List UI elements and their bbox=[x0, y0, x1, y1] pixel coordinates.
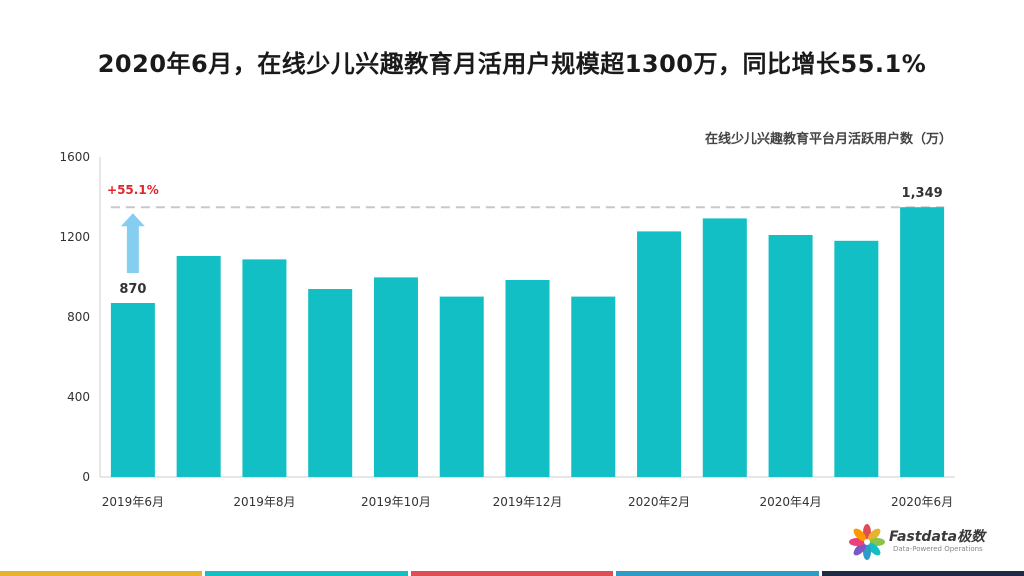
chart-title: 在线少儿兴趣教育平台月活跃用户数（万） bbox=[705, 131, 952, 147]
growth-arrow-icon bbox=[120, 213, 145, 273]
bar bbox=[637, 231, 682, 477]
y-tick-label: 0 bbox=[82, 470, 90, 484]
fastdata-logo: Fastdata极数 Data-Powered Operations bbox=[847, 520, 997, 564]
bar bbox=[768, 235, 813, 477]
x-tick-label: 2020年6月 bbox=[891, 495, 953, 509]
bar bbox=[571, 296, 616, 477]
footer-bar-segment bbox=[205, 571, 408, 576]
x-tick-label: 2020年2月 bbox=[628, 495, 690, 509]
y-tick-label: 1200 bbox=[59, 230, 90, 244]
bar bbox=[308, 289, 353, 477]
bar bbox=[242, 259, 287, 477]
data-label: 870 bbox=[119, 282, 146, 297]
x-tick-label: 2019年6月 bbox=[102, 495, 164, 509]
bar bbox=[373, 277, 418, 477]
bar bbox=[176, 256, 221, 477]
bar bbox=[439, 296, 484, 477]
bar bbox=[702, 218, 747, 477]
bar bbox=[505, 280, 550, 477]
flower-logo-icon bbox=[849, 524, 885, 560]
footer-bar-segment bbox=[616, 571, 819, 576]
x-tick-label: 2019年10月 bbox=[361, 495, 431, 509]
x-tick-label: 2019年8月 bbox=[233, 495, 295, 509]
footer-bar-segment bbox=[0, 571, 203, 576]
growth-annotation: +55.1% bbox=[107, 183, 159, 197]
bar bbox=[900, 207, 945, 477]
logo-name: Fastdata极数 bbox=[889, 529, 986, 545]
y-tick-label: 1600 bbox=[59, 150, 90, 164]
x-tick-label: 2020年4月 bbox=[759, 495, 821, 509]
footer-bar-segment bbox=[410, 571, 614, 576]
y-tick-label: 400 bbox=[67, 390, 90, 404]
footer-color-bar bbox=[0, 571, 1024, 576]
footer-bar-segment bbox=[821, 571, 1024, 576]
y-tick-label: 800 bbox=[67, 310, 90, 324]
data-label: 1,349 bbox=[902, 186, 943, 201]
page-title: 2020年6月，在线少儿兴趣教育月活用户规模超1300万，同比增长55.1% bbox=[97, 50, 927, 78]
bar bbox=[110, 303, 155, 477]
x-tick-label: 2019年12月 bbox=[493, 495, 563, 509]
bar bbox=[834, 240, 879, 477]
logo-tagline: Data-Powered Operations bbox=[893, 545, 983, 553]
